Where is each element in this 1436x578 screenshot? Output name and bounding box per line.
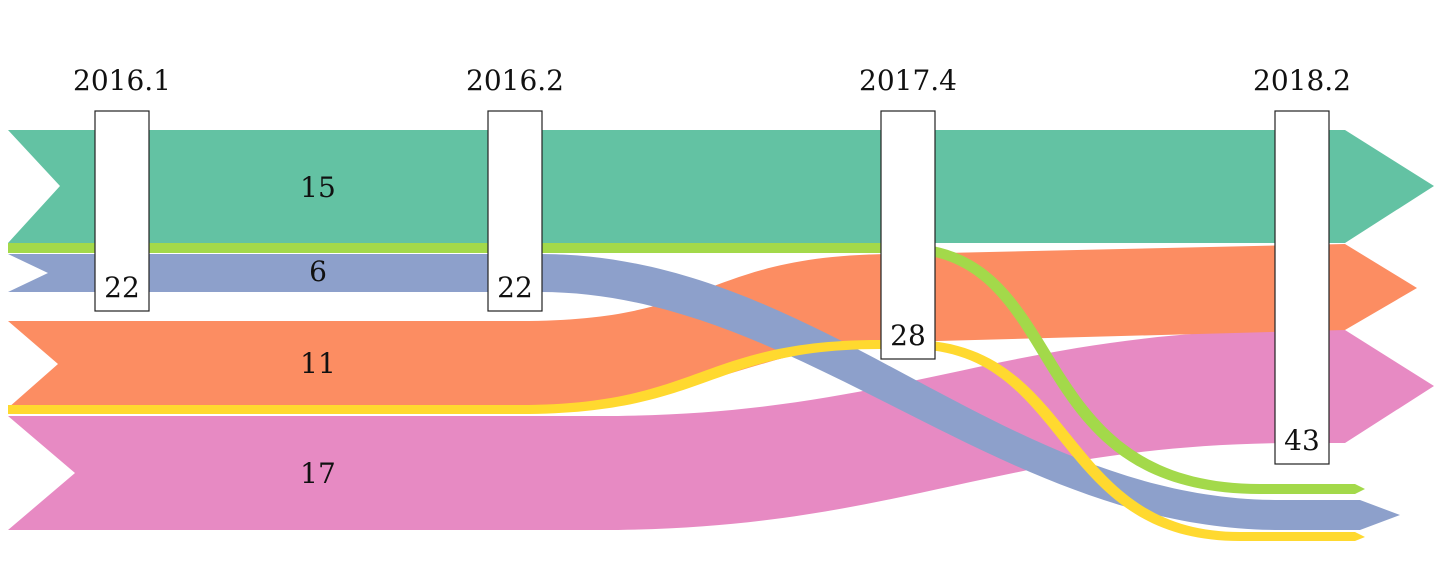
flow-band-teal (8, 130, 1434, 243)
stage-total-2016-1: 22 (104, 271, 140, 304)
stage-label-2016-2: 2016.2 (466, 64, 564, 97)
flow-label-orange: 11 (300, 347, 336, 380)
stage-total-2017-4: 28 (890, 319, 926, 352)
flow-band-orange (8, 244, 1417, 408)
stage-marker-2017-4 (880, 110, 936, 360)
stage-totals: 22 22 28 43 (104, 271, 1320, 457)
stage-label-2016-1: 2016.1 (73, 64, 171, 97)
stage-marker-2018-2 (1274, 110, 1330, 465)
stage-marker-2016-2 (487, 110, 543, 312)
flow-band-yellow (8, 340, 1365, 541)
flow-label-blue: 6 (309, 255, 327, 288)
flows (8, 130, 1434, 541)
stage-markers (94, 110, 1330, 465)
stage-total-2016-2: 22 (497, 271, 533, 304)
stage-label-2017-4: 2017.4 (859, 64, 957, 97)
flow-band-blue (8, 254, 1400, 530)
stage-total-2018-2: 43 (1284, 424, 1320, 457)
stage-label-2018-2: 2018.2 (1253, 64, 1351, 97)
flow-band-pink (8, 330, 1434, 530)
flow-label-teal: 15 (300, 171, 336, 204)
flow-labels: 15 6 11 17 (300, 171, 336, 490)
flow-label-pink: 17 (300, 457, 336, 490)
stage-marker-2016-1 (94, 110, 150, 312)
stage-labels: 2016.1 2016.2 2017.4 2018.2 (73, 64, 1351, 97)
